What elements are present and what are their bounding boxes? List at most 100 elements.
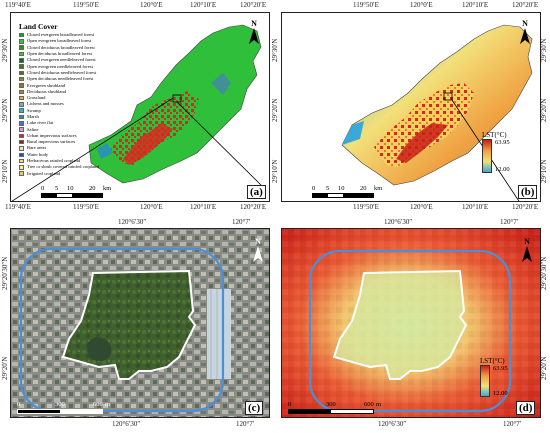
bottom-tick-d: 120°7′	[503, 420, 522, 428]
legend-swatch	[19, 146, 24, 151]
land-cover-map	[11, 24, 262, 201]
scale-tick: 20	[89, 185, 96, 192]
legend-swatch	[19, 89, 24, 95]
scale-tick: 10	[338, 185, 345, 192]
top-tick: 120°0′E	[140, 1, 163, 9]
legend-item: Open evergreen needleleaved forest	[19, 63, 139, 69]
legend-item: Herbaceous rainfed cropland	[19, 158, 139, 164]
legend-item: Closed deciduous needleleaved forest	[19, 70, 139, 76]
lst-zoom-map	[282, 229, 540, 417]
legend-label: Bare areas	[27, 145, 47, 151]
legend-item: Grassland	[19, 95, 139, 101]
legend-label: Marsh	[27, 114, 39, 119]
legend-label: Closed evergreen needleleaved forest	[27, 57, 96, 63]
top-tick-c: 120°7′	[232, 218, 251, 226]
top-tick: 120°20′E	[240, 1, 267, 9]
lst-max: 63.95	[493, 365, 508, 372]
lst-legend-title: LST(°C)	[480, 357, 505, 365]
mid-tick: 29°20′N	[271, 98, 279, 122]
scale-tick: 0	[312, 185, 316, 192]
scale-tick: 20	[360, 185, 367, 192]
scale-bar: 0 5 10 20 km	[41, 185, 111, 198]
scale-bar: 0 300 600 m	[288, 401, 381, 414]
north-label: N	[251, 19, 257, 28]
legend-item: Open deciduous needleleaved forest	[19, 76, 139, 82]
lst-color-ramp	[480, 365, 490, 397]
legend-item: Closed deciduous broadleaved forest	[19, 45, 139, 51]
panel-label-c: (c)	[245, 401, 264, 415]
lst-legend: LST(°C) 63.95 12.00	[482, 131, 510, 173]
top-tick-c: 120°6′30″	[118, 218, 147, 226]
land-cover-map-panel: Land Cover Closed evergreen broadleaved …	[10, 12, 270, 202]
legend-title: Land Cover	[19, 22, 58, 31]
lst-max: 63.95	[495, 139, 510, 146]
top-tick-d: 120°6′30″	[384, 218, 413, 226]
lst-map	[341, 24, 533, 201]
scale-tick: 300	[55, 401, 65, 408]
bottom-tick: 119°40′E	[5, 203, 31, 211]
top-tick: 119°40′E	[5, 1, 31, 9]
legend-swatch	[19, 58, 24, 63]
legend-item: Irrigated cropland	[19, 171, 139, 177]
scale-unit: km	[103, 185, 112, 192]
legend-item: Water body	[19, 152, 139, 158]
legend-label: Swamp	[27, 107, 41, 113]
scale-tick: 5	[55, 185, 59, 192]
scale-bar: 0 5 10 20 km	[312, 185, 382, 198]
legend-swatch	[19, 165, 24, 170]
legend-label: Closed deciduous broadleaved forest	[27, 44, 95, 50]
satellite-image	[11, 229, 269, 417]
left-tick-c: 29°20′30″N	[1, 256, 9, 290]
legend-swatch	[19, 121, 24, 126]
legend-label: Saline	[27, 126, 39, 132]
legend-swatch	[19, 83, 24, 88]
left-tick: 29°20′N	[1, 98, 9, 122]
lst-map-panel: N LST(°C) 63.95 12.00 0 5 10 20 km (b)	[281, 12, 541, 202]
legend-swatch	[19, 139, 24, 145]
legend-label: Closed evergreen broadleaved forest	[27, 32, 95, 38]
legend-swatch	[19, 171, 24, 176]
legend-item: Urban impervious surfaces	[19, 133, 139, 139]
north-label: N	[255, 237, 261, 246]
park-boundary	[332, 269, 468, 380]
north-label: N	[524, 237, 530, 246]
legend-item: Closed evergreen needleleaved forest	[19, 57, 139, 63]
bottom-tick: 120°10′E	[190, 203, 217, 211]
legend-item: Deciduous shrubland	[19, 89, 139, 95]
top-tick: 120°10′E	[462, 1, 489, 9]
legend-item: Open deciduous broadleaved forest	[19, 51, 139, 57]
panel-label-a: (a)	[247, 185, 266, 199]
legend-swatch	[19, 152, 24, 158]
left-tick: 29°30′N	[1, 38, 9, 62]
scale-tick: 600	[364, 401, 374, 408]
legend-label: Irrigated cropland	[27, 170, 61, 176]
right-tick: 29°10′N	[540, 159, 548, 183]
legend-label: Lichens and mosses	[27, 101, 64, 107]
bottom-tick: 120°10′E	[462, 203, 489, 211]
legend-label: Open deciduous needleleaved forest	[27, 76, 94, 82]
right-tick: 29°30′N	[540, 38, 548, 62]
legend-swatch	[19, 158, 24, 164]
legend-label: Water body	[27, 151, 49, 157]
legend-item: Swamp	[19, 108, 139, 114]
scale-bar: 0 300 600 m	[17, 401, 111, 414]
legend-item: Evergreen shrubland	[19, 82, 139, 88]
legend-swatch	[19, 45, 24, 50]
legend-item: Closed evergreen broadleaved forest	[19, 32, 139, 38]
bottom-tick: 119°50′E	[353, 203, 379, 211]
legend-item: Lichens and mosses	[19, 101, 139, 107]
legend-label: Lake river flat	[27, 120, 54, 126]
top-tick: 119°50′E	[73, 1, 99, 9]
scale-unit: m	[105, 401, 111, 408]
panel-label-d: (d)	[516, 401, 536, 415]
legend-item: Open evergreen broadleaved forest	[19, 38, 139, 44]
park-boundary	[61, 269, 197, 380]
study-area-box	[443, 92, 453, 101]
legend-swatch	[19, 102, 24, 107]
legend-label: Evergreen shrubland	[27, 82, 66, 88]
scale-tick: 0	[17, 401, 21, 408]
legend-label: Closed deciduous needleleaved forest	[27, 69, 97, 75]
lst-min: 12.00	[495, 166, 510, 173]
legend-item: Rural impervious surfaces	[19, 139, 139, 145]
legend-item: Tree or shrub covered rainfed cropland	[19, 164, 139, 170]
